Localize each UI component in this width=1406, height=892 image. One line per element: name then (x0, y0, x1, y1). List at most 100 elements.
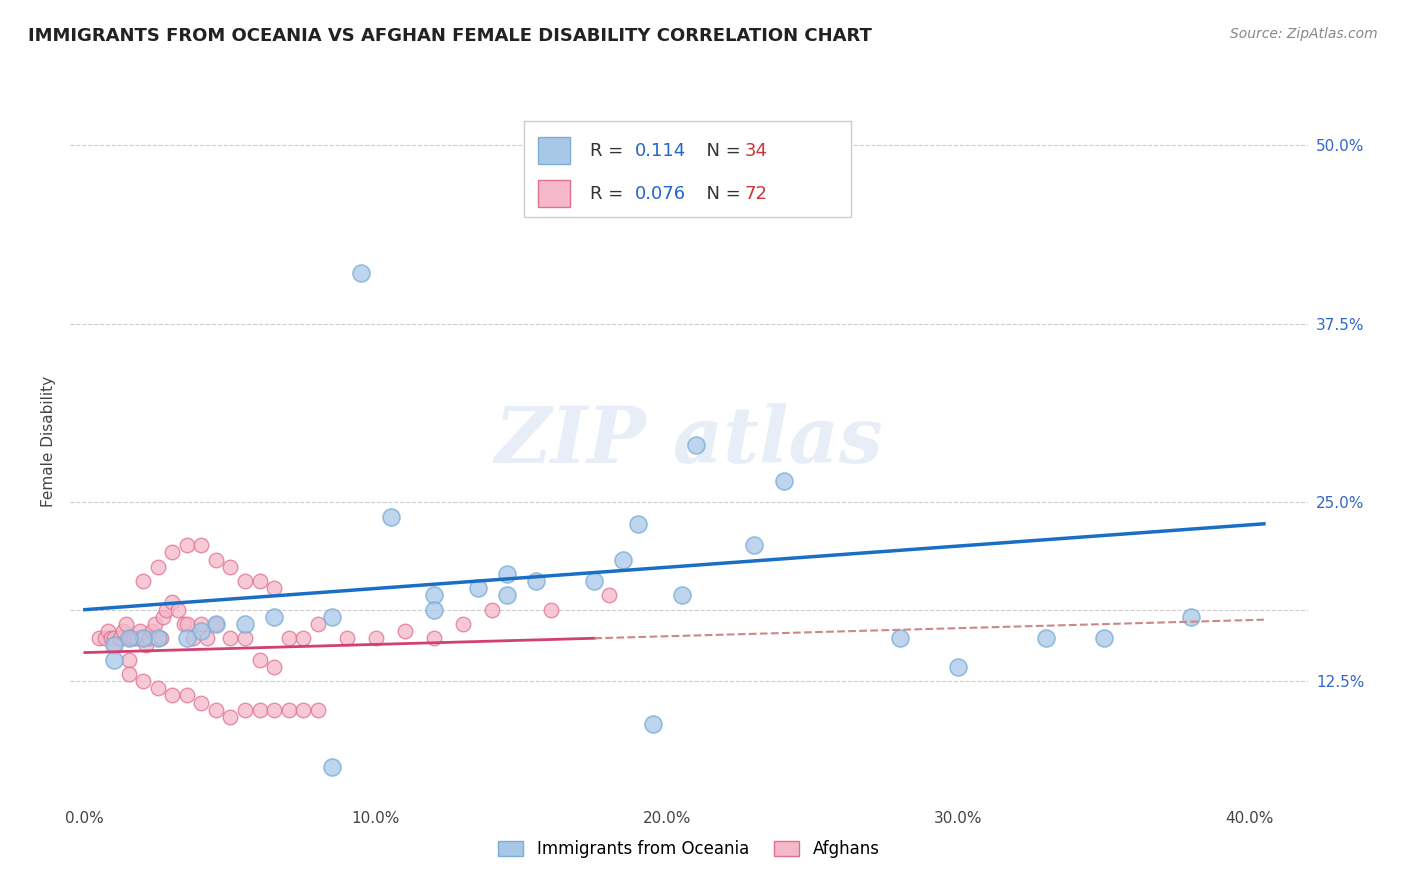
Point (117, 667, 139, 681)
Point (540, 602, 562, 616)
Point (117, 653, 139, 667)
Point (364, 632, 387, 646)
Point (143, 617, 166, 632)
Point (160, 545, 183, 559)
Point (124, 632, 146, 646)
Point (127, 632, 149, 646)
Point (103, 639, 125, 653)
Point (190, 617, 212, 632)
Point (467, 581, 489, 595)
Point (423, 632, 446, 646)
Point (263, 581, 285, 595)
Point (263, 609, 285, 624)
Point (219, 632, 242, 646)
Point (219, 559, 242, 574)
Point (481, 602, 503, 616)
Text: R =: R = (591, 185, 628, 202)
Point (103, 653, 125, 667)
Point (146, 559, 169, 574)
Point (263, 703, 285, 717)
Point (394, 624, 416, 639)
Point (948, 660, 970, 674)
Point (190, 538, 212, 552)
Point (423, 588, 446, 602)
Point (233, 632, 256, 646)
Point (219, 710, 242, 724)
Legend: Immigrants from Oceania, Afghans: Immigrants from Oceania, Afghans (491, 832, 887, 867)
Point (132, 632, 155, 646)
Point (152, 609, 174, 624)
Point (598, 588, 620, 602)
Text: R =: R = (591, 142, 628, 160)
Point (292, 703, 315, 717)
Point (249, 653, 271, 667)
Point (321, 760, 343, 774)
Point (307, 617, 329, 632)
Point (1180, 609, 1202, 624)
Text: Source: ZipAtlas.com: Source: ZipAtlas.com (1230, 27, 1378, 41)
Point (205, 617, 228, 632)
Y-axis label: Female Disability: Female Disability (41, 376, 56, 508)
Point (205, 617, 228, 632)
Text: N =: N = (695, 185, 747, 202)
Point (132, 574, 155, 588)
Point (671, 588, 693, 602)
Point (627, 516, 650, 531)
Point (195, 632, 218, 646)
Point (190, 696, 212, 710)
Point (350, 267, 373, 281)
Point (135, 639, 157, 653)
Point (132, 632, 155, 646)
Point (176, 632, 198, 646)
Point (263, 660, 285, 674)
Text: 34: 34 (745, 142, 768, 160)
Point (1035, 632, 1057, 646)
Point (138, 632, 160, 646)
Text: ZIP atlas: ZIP atlas (495, 403, 883, 480)
Point (167, 602, 190, 616)
Point (496, 588, 519, 602)
Point (160, 689, 183, 703)
Point (336, 632, 359, 646)
Point (277, 632, 299, 646)
Point (176, 689, 198, 703)
Point (129, 624, 152, 639)
Point (111, 624, 134, 639)
Point (114, 617, 136, 632)
Point (100, 632, 122, 646)
Point (453, 617, 475, 632)
Point (233, 617, 256, 632)
Point (233, 703, 256, 717)
Point (181, 632, 204, 646)
Point (321, 609, 343, 624)
Point (292, 632, 315, 646)
Point (554, 137, 576, 152)
Point (146, 632, 169, 646)
Point (103, 639, 125, 653)
Point (380, 509, 402, 524)
Point (160, 595, 183, 609)
Text: 0.076: 0.076 (636, 185, 686, 202)
Point (423, 602, 446, 616)
Point (233, 574, 256, 588)
Point (1092, 632, 1115, 646)
Point (524, 574, 547, 588)
Point (685, 438, 707, 452)
Point (176, 617, 198, 632)
Point (155, 602, 177, 616)
Point (146, 681, 169, 696)
Point (583, 574, 606, 588)
Text: 72: 72 (745, 185, 768, 202)
Point (307, 703, 329, 717)
Text: N =: N = (695, 142, 747, 160)
Point (190, 624, 212, 639)
Point (94, 632, 117, 646)
Point (103, 632, 125, 646)
Point (149, 632, 172, 646)
Point (772, 474, 794, 488)
Point (176, 538, 198, 552)
Point (889, 632, 911, 646)
Point (249, 574, 271, 588)
Point (117, 632, 139, 646)
Point (132, 632, 155, 646)
